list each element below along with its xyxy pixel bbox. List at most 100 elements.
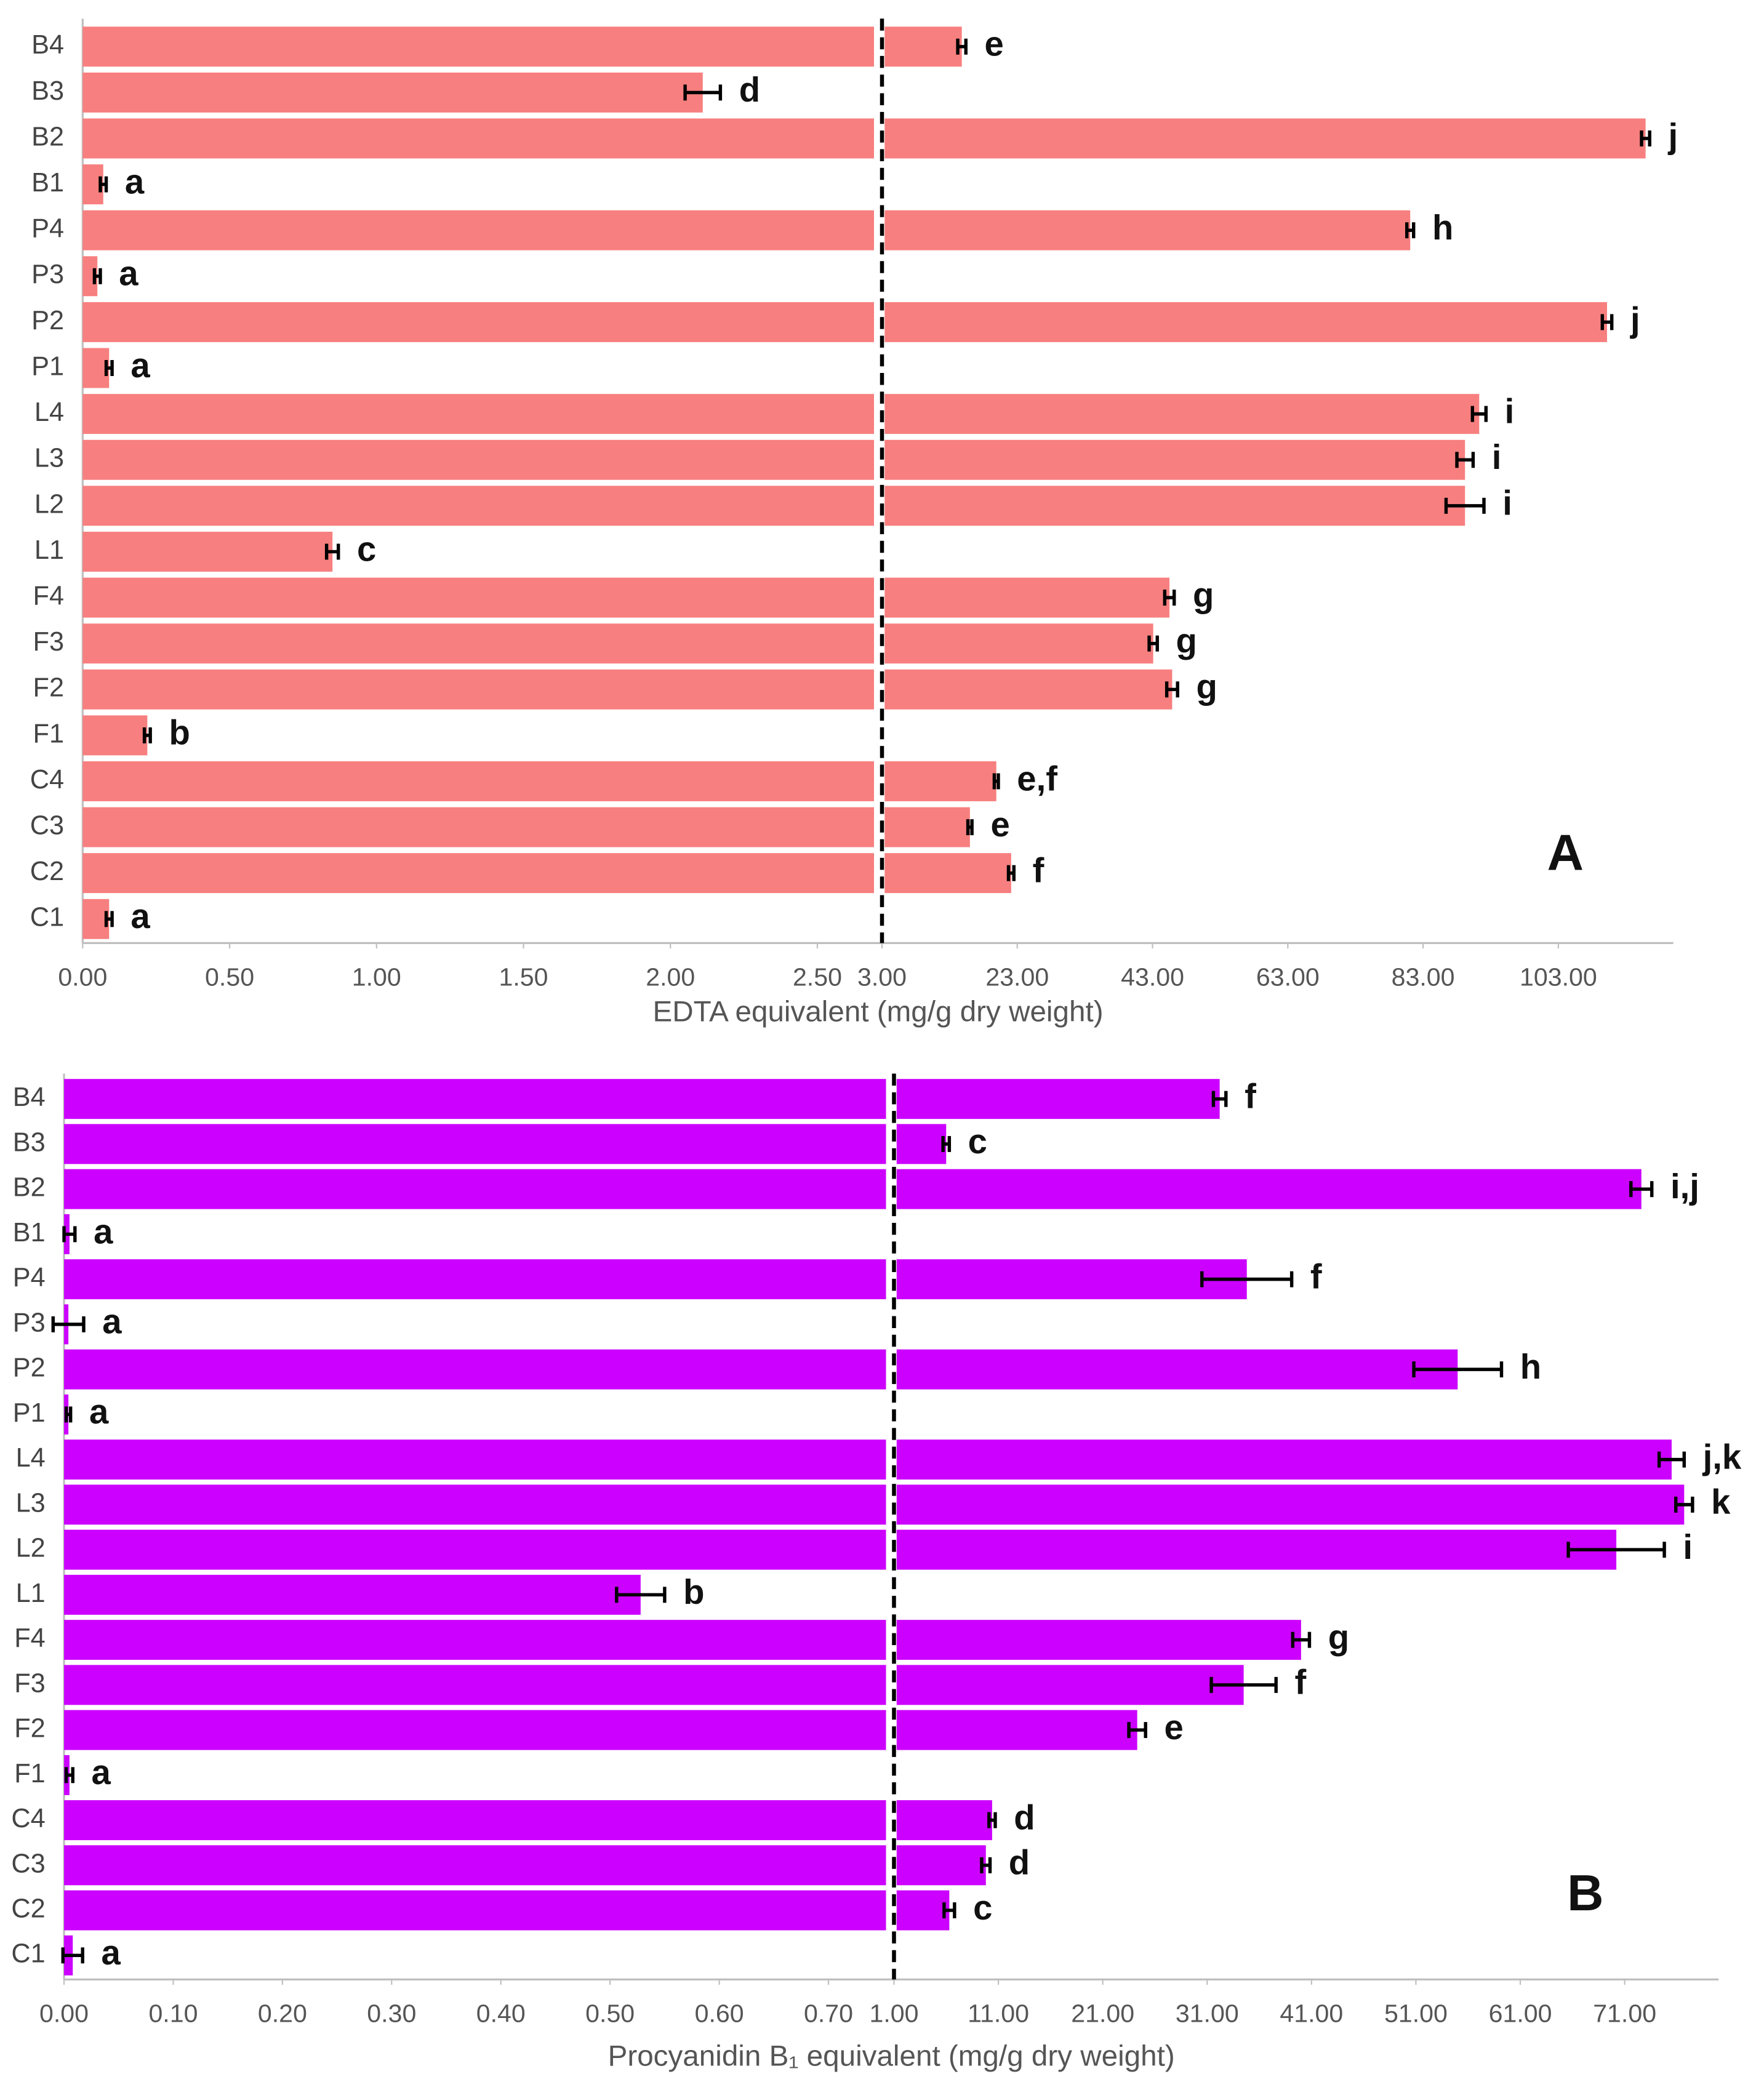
category-label: F3 [14,1668,46,1698]
significance-letter: c [973,1888,992,1927]
bar-right-part [884,761,996,801]
x-tick-label: 0.70 [804,2000,853,2028]
significance-letter: a [92,1753,111,1792]
category-label: F2 [33,673,65,703]
bar-right-part [896,1259,1247,1300]
bar-left-part [64,1665,886,1705]
bar-left-part [64,1890,886,1931]
bar-right-part [896,1665,1244,1705]
bar [82,256,98,297]
bar [82,715,148,756]
x-tick-label: 0.30 [367,2000,416,2028]
x-tick-label: 0.40 [476,2000,526,2028]
bar-right-part [884,26,962,67]
x-tick-label: 71.00 [1593,2000,1656,2028]
category-label: P1 [31,351,64,381]
category-label: B3 [31,76,64,106]
significance-letter: i,j [1670,1167,1699,1206]
category-label: F4 [14,1624,46,1653]
x-tick-label: 23.00 [985,963,1049,991]
x-tick-label: 41.00 [1280,2000,1343,2028]
bar-right-part [896,1529,1617,1570]
significance-letter: e,f [1017,759,1057,798]
category-label: B2 [13,1173,46,1203]
significance-letter: f [1245,1077,1256,1116]
category-label: C2 [30,857,64,886]
bar-left-part [82,394,875,434]
significance-letter: g [1193,575,1214,614]
bar-right-part [884,807,970,847]
x-tick-label: 0.00 [39,2000,89,2028]
category-label: B2 [31,122,64,151]
category-label: C3 [30,811,64,841]
category-label: B4 [13,1083,46,1112]
significance-letter: k [1711,1483,1731,1521]
bar-left-part [82,623,875,664]
bar-right-part [884,853,1011,894]
category-label: L2 [16,1534,46,1563]
category-label: P4 [13,1263,46,1292]
bar-left-part [82,807,875,847]
significance-letter: e [990,805,1009,844]
bar-left-part [64,1620,886,1660]
x-tick-label: 0.20 [258,2000,307,2028]
category-label: B1 [13,1218,46,1247]
significance-letter: j,k [1702,1437,1742,1476]
x-tick-label: 0.60 [695,2000,744,2028]
x-tick-label: 2.00 [646,963,695,991]
category-label: L4 [34,398,64,427]
bar-right-part [896,1800,992,1841]
significance-letter: f [1033,851,1044,890]
category-label: C3 [11,1849,45,1878]
category-label: F4 [33,581,65,611]
category-label: L1 [34,535,64,565]
bar-left-part [82,302,875,342]
x-tick-label: 1.00 [352,963,401,991]
category-label: L4 [16,1443,46,1473]
category-label: P1 [13,1398,46,1428]
significance-letter: c [357,529,376,568]
bar-left-part [82,118,875,159]
significance-letter: a [130,897,150,935]
bar-right-part [884,210,1411,250]
x-tick-label: 0.50 [205,963,254,991]
x-tick-label: 103.00 [1520,963,1597,991]
significance-letter: a [89,1392,109,1431]
x-tick-label: 1.00 [869,2000,918,2028]
bar-left-part [64,1845,886,1886]
bar-right-part [884,486,1465,526]
x-tick-label: 0.00 [58,963,107,991]
significance-letter: e [985,25,1004,63]
bar-left-part [64,1800,886,1841]
bar-left-part [82,26,875,67]
category-label: L2 [34,489,64,519]
bar-left-part [82,853,875,894]
significance-letter: c [968,1122,987,1161]
bar-left-part [82,577,875,618]
bar-left-part [82,669,875,710]
bar [82,531,333,572]
category-label: C1 [30,903,64,932]
category-label: C1 [11,1939,45,1969]
significance-letter: i [1683,1527,1693,1566]
category-label: P4 [31,214,64,244]
category-label: P3 [31,260,64,289]
x-tick-label: 31.00 [1176,2000,1239,2028]
bar-left-part [82,210,875,250]
bar-left-part [82,761,875,801]
category-label: B3 [13,1127,46,1157]
bar-left-part [64,1484,886,1525]
x-axis-label: Procyanidin B₁ equivalent (mg/g dry weig… [608,2040,1175,2073]
bar-left-part [64,1079,886,1119]
significance-letter: g [1176,622,1197,660]
significance-letter: i [1502,484,1512,522]
x-tick-label: 43.00 [1121,963,1184,991]
x-tick-label: 2.50 [793,963,842,991]
bar-right-part [896,1710,1137,1750]
significance-letter: d [1009,1843,1030,1882]
bar-right-part [896,1169,1642,1209]
significance-letter: j [1630,300,1640,338]
significance-letter: e [1165,1708,1184,1747]
bar-left-part [64,1259,886,1300]
bar-left-part [82,486,875,526]
